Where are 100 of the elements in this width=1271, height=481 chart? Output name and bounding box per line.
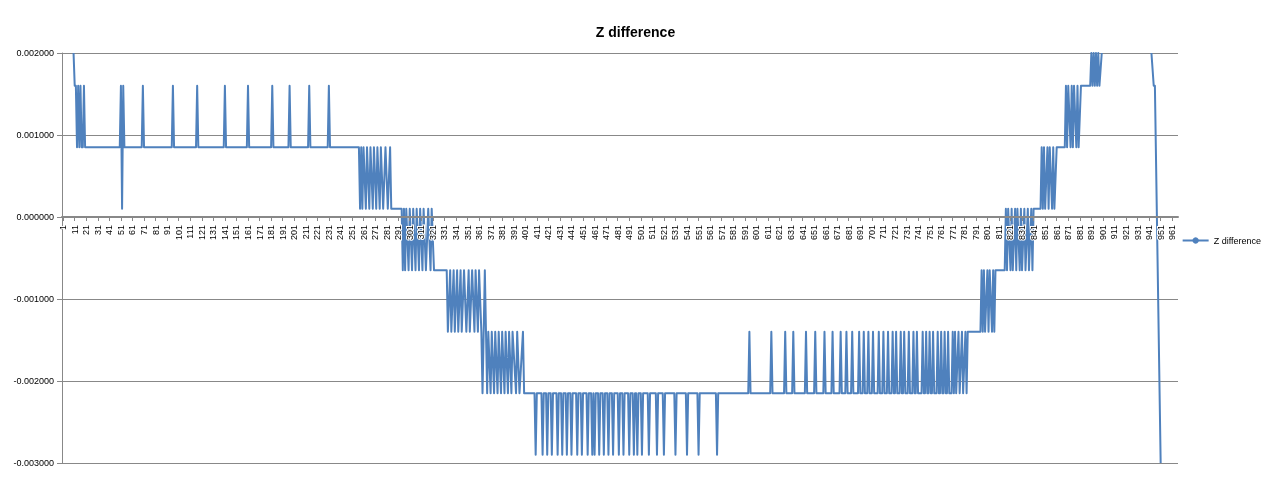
- x-tick-label: 71: [139, 225, 150, 236]
- x-tick-label: 181: [266, 225, 277, 241]
- y-tick-label: -0.002000: [13, 376, 54, 386]
- x-tick-label: 741: [913, 225, 924, 241]
- x-tick-label: 921: [1121, 225, 1132, 241]
- x-tick-label: 371: [485, 225, 496, 241]
- x-tick-label: 261: [358, 225, 369, 241]
- x-tick-label: 501: [635, 225, 646, 241]
- x-tick-label: 161: [243, 225, 253, 241]
- x-tick-label: 41: [104, 225, 115, 236]
- x-tick-label: 521: [658, 225, 669, 241]
- x-tick-label: 321: [427, 225, 438, 241]
- x-tick-label: 241: [335, 225, 346, 241]
- x-tick-label: 791: [970, 225, 981, 241]
- x-tick-label: 281: [381, 225, 392, 241]
- y-tick-label: -0.003000: [13, 458, 54, 468]
- x-tick-label: 601: [751, 225, 762, 241]
- x-tick-label: 91: [162, 225, 173, 236]
- x-tick-label: 681: [843, 225, 854, 241]
- x-tick-label: 341: [450, 225, 461, 241]
- x-tick-label: 951: [1155, 225, 1166, 241]
- x-tick-label: 361: [474, 225, 485, 241]
- x-tick-label: 441: [566, 225, 577, 241]
- x-tick-label: 191: [277, 225, 288, 241]
- x-tick-label: 911: [1109, 225, 1120, 240]
- x-tick-label: 431: [554, 225, 565, 241]
- x-tick-label: 841: [1028, 225, 1039, 241]
- x-tick-label: 541: [682, 225, 693, 241]
- x-tick-label: 141: [219, 225, 230, 241]
- y-tick-label: -0.001000: [13, 294, 54, 304]
- x-tick-label: 151: [231, 225, 242, 241]
- x-tick-label: 871: [1063, 225, 1074, 241]
- x-tick-label: 571: [716, 225, 727, 241]
- x-tick-label: 291: [393, 225, 404, 241]
- x-tick-label: 631: [785, 225, 796, 241]
- x-tick-label: 721: [889, 225, 900, 241]
- x-tick-label: 591: [739, 225, 750, 241]
- x-tick-label: 751: [924, 225, 935, 241]
- x-tick-label: 381: [497, 225, 508, 241]
- x-tick-label: 931: [1132, 225, 1143, 241]
- x-tick-label: 31: [92, 225, 103, 236]
- x-tick-label: 901: [1097, 225, 1108, 241]
- x-tick-label: 131: [208, 225, 219, 241]
- y-tick-label: 0.002000: [16, 48, 54, 58]
- x-tick-label: 671: [832, 225, 843, 241]
- x-tick-label: 391: [508, 225, 519, 241]
- x-tick-label: 621: [774, 225, 785, 241]
- x-tick-label: 421: [543, 225, 554, 241]
- x-tick-label: 881: [1074, 225, 1085, 241]
- x-tick-label: 821: [1005, 225, 1016, 241]
- x-tick-label: 831: [1017, 225, 1028, 241]
- x-tick-label: 861: [1051, 225, 1062, 241]
- x-tick-label: 461: [589, 225, 600, 241]
- x-tick-label: 781: [959, 225, 970, 241]
- x-tick-label: 301: [404, 225, 415, 241]
- x-tick-label: 891: [1086, 225, 1097, 241]
- x-tick-label: 551: [693, 225, 704, 241]
- x-tick-label: 51: [115, 225, 126, 236]
- x-tick-label: 451: [578, 225, 589, 241]
- x-tick-label: 651: [809, 225, 820, 241]
- x-tick-label: 731: [901, 225, 912, 241]
- x-tick-label: 581: [728, 225, 739, 241]
- legend-label: Z difference: [1213, 235, 1262, 246]
- x-tick-label: 61: [127, 225, 138, 236]
- x-tick-label: 171: [254, 225, 265, 241]
- x-tick-label: 851: [1040, 225, 1051, 241]
- x-tick-label: 561: [705, 225, 716, 241]
- x-tick-label: 11: [69, 225, 80, 235]
- x-tick-label: 1: [58, 225, 69, 231]
- x-tick-label: 201: [289, 225, 300, 241]
- x-tick-label: 471: [601, 225, 612, 241]
- x-tick-label: 531: [670, 225, 681, 241]
- x-tick-label: 271: [370, 225, 381, 241]
- x-tick-label: 811: [993, 225, 1004, 240]
- x-tick-label: 21: [81, 225, 92, 236]
- x-tick-label: 81: [150, 225, 161, 236]
- x-tick-label: 711: [878, 225, 889, 240]
- x-tick-label: 641: [797, 225, 808, 241]
- x-tick-label: 761: [936, 225, 947, 241]
- x-tick-label: 491: [624, 225, 635, 241]
- x-tick-label: 121: [196, 225, 207, 241]
- x-tick-label: 211: [300, 225, 311, 240]
- x-tick-label: 611: [762, 225, 773, 240]
- x-tick-label: 251: [346, 225, 357, 241]
- x-tick-label: 801: [982, 225, 993, 241]
- x-tick-label: 401: [520, 225, 531, 241]
- y-tick-label: 0.001000: [16, 130, 54, 140]
- x-tick-label: 231: [323, 225, 334, 241]
- x-tick-label: 111: [185, 225, 196, 239]
- x-tick-label: 101: [173, 225, 184, 241]
- x-tick-label: 311: [416, 225, 427, 240]
- x-tick-label: 351: [462, 225, 473, 241]
- x-tick-label: 511: [647, 225, 658, 240]
- chart-title: Z difference: [595, 24, 676, 40]
- x-tick-label: 481: [612, 225, 623, 241]
- x-tick-label: 221: [312, 225, 323, 241]
- x-tick-label: 701: [866, 225, 877, 241]
- x-tick-label: 661: [820, 225, 831, 241]
- x-tick-label: 331: [439, 225, 450, 241]
- x-tick-label: 771: [947, 225, 958, 241]
